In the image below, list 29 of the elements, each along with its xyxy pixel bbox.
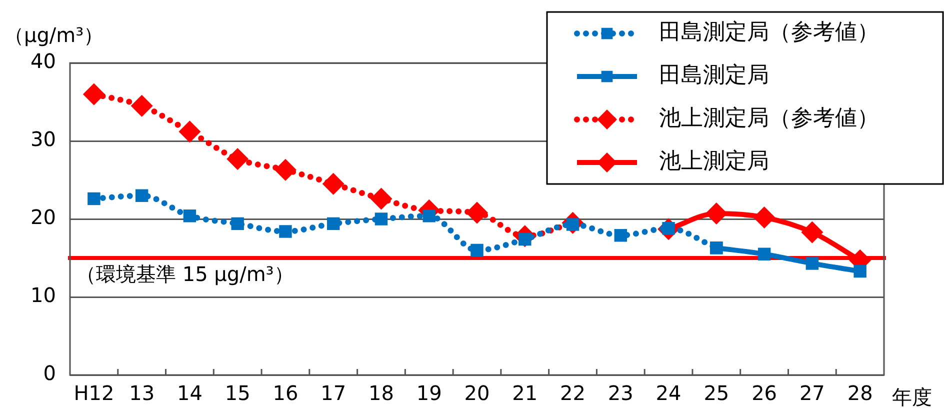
legend-label: 田島測定局（参考値） bbox=[659, 20, 879, 46]
x-tick-label: 22 bbox=[560, 381, 586, 406]
legend-label: 池上測定局（参考値） bbox=[659, 106, 879, 132]
y-tick-label: 10 bbox=[30, 283, 56, 308]
y-tick-label: 30 bbox=[30, 127, 56, 152]
ref-line-label: （環境基準 15 μg/m³） bbox=[76, 262, 294, 286]
x-tick-label: 25 bbox=[704, 381, 730, 406]
y-axis-title: （μg/m³） bbox=[4, 23, 104, 48]
legend-label: 田島測定局 bbox=[659, 63, 769, 88]
y-tick-label: 20 bbox=[30, 205, 56, 230]
y-tick-label: 40 bbox=[30, 49, 56, 74]
x-tick-label: 27 bbox=[799, 381, 825, 406]
x-tick-label: 26 bbox=[752, 381, 778, 406]
y-tick-label: 0 bbox=[43, 361, 56, 386]
x-tick-label: 19 bbox=[416, 381, 442, 406]
legend-label: 池上測定局 bbox=[659, 149, 769, 174]
x-tick-label: 15 bbox=[224, 381, 250, 406]
x-tick-label: 28 bbox=[847, 381, 873, 406]
x-tick-label: 13 bbox=[129, 381, 155, 406]
x-tick-label: 21 bbox=[512, 381, 538, 406]
x-axis-title: 年度 bbox=[892, 385, 932, 410]
x-tick-label: H12 bbox=[74, 381, 114, 406]
x-tick-label: 24 bbox=[656, 381, 682, 406]
x-tick-label: 20 bbox=[464, 381, 490, 406]
x-tick-label: 16 bbox=[272, 381, 298, 406]
x-tick-label: 23 bbox=[608, 381, 634, 406]
x-tick-label: 18 bbox=[368, 381, 394, 406]
x-tick-label: 17 bbox=[320, 381, 346, 406]
x-tick-label: 14 bbox=[176, 381, 202, 406]
